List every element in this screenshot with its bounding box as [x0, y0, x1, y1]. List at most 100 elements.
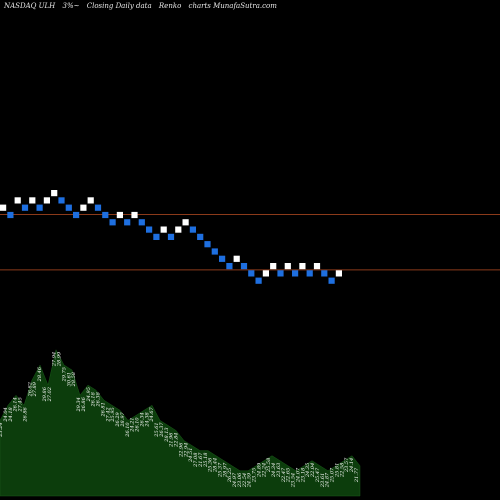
renko-brick-up: [335, 270, 342, 277]
renko-brick-down: [36, 204, 43, 211]
volume-label: 25.36: [208, 457, 214, 473]
chart-header: NASDAQ ULH 3%~ Closing Daily data Renko …: [4, 2, 282, 10]
volume-label: 27.42: [105, 407, 111, 422]
volume-label: 26.86: [81, 396, 87, 412]
renko-brick-up: [14, 197, 21, 204]
volume-fill: [0, 349, 361, 497]
volume-label: 22.58: [339, 463, 345, 478]
volume-label: 24.18: [8, 407, 14, 422]
volume-label: 26.10: [125, 422, 131, 438]
volume-label: 26.18: [91, 392, 97, 407]
volume-label: 27.94: [52, 352, 58, 367]
volume-label: 26.29: [115, 411, 121, 427]
volume-label: 23.24: [0, 422, 4, 437]
volume-label: 23.18: [300, 468, 306, 483]
renko-brick-up: [182, 219, 189, 226]
volume-label: 26.81: [100, 402, 106, 417]
renko-brick-up: [131, 211, 138, 219]
renko-brick-down: [321, 270, 328, 277]
volume-label: 25.47: [315, 467, 321, 483]
volume-label: 28.46: [37, 366, 43, 382]
volume-label: 27.89: [32, 381, 38, 397]
renko-brick-down: [146, 226, 153, 233]
renko-brick-up: [29, 197, 36, 204]
renko-brick-up: [0, 204, 7, 211]
renko-brick-down: [7, 211, 14, 219]
renko-brick-down: [240, 263, 248, 270]
chart-kind-label: Renko: [158, 2, 182, 10]
volume-label: 24.59: [247, 472, 253, 488]
renko-brick-up: [233, 255, 240, 262]
renko-brick-down: [102, 211, 109, 219]
volume-label: 29.34: [76, 397, 82, 412]
volume-label: 26.37: [159, 422, 165, 438]
volume-label: 25.95: [110, 407, 116, 422]
volume-label: 27.08: [193, 453, 199, 468]
volume-label: 24.95: [86, 387, 92, 402]
volume-label: 24.87: [325, 472, 331, 488]
renko-brick-up: [87, 197, 94, 204]
volume-label: 21.77: [354, 467, 360, 483]
volume-label: 24.51: [188, 448, 194, 463]
reference-lines: [0, 213, 500, 271]
volume-label: 30.61: [66, 372, 72, 386]
volume-label: 21.67: [198, 452, 204, 468]
volume-label: 22.04: [310, 463, 316, 478]
volume-label: 24.04: [3, 407, 9, 422]
caption-label: Closing Daily data: [86, 2, 152, 10]
renko-brick-down: [109, 219, 116, 226]
renko-brick-down: [73, 211, 80, 219]
renko-brick-up: [313, 263, 321, 270]
volume-label: 22.54: [242, 473, 248, 488]
volume-label: 26.10: [135, 417, 141, 433]
volume-label: 28.99: [57, 351, 63, 367]
volume-label: 23.75: [252, 468, 258, 483]
volume-label: 22.94: [183, 443, 189, 458]
renko-brick-down: [58, 197, 65, 204]
renko-brick-down: [328, 277, 335, 284]
renko-brick-down: [292, 270, 299, 277]
volume-label: 26.25: [227, 468, 233, 483]
change-label: 3%~: [62, 2, 80, 10]
renko-brick-down: [211, 248, 218, 255]
renko-brick-down: [226, 263, 233, 270]
volume-label: 25.58: [266, 458, 272, 473]
renko-brick-down: [138, 219, 145, 226]
renko-brick-up: [43, 197, 50, 204]
renko-brick-down: [197, 233, 204, 240]
volume-label: 28.97: [222, 462, 228, 478]
renko-brick-up: [284, 263, 291, 270]
volume-label: 24.97: [232, 472, 238, 488]
volume-label: 29.86: [42, 386, 48, 402]
volume-label: 26.82: [27, 382, 33, 397]
renko-brick-up: [80, 204, 87, 211]
volume-label: 23.06: [237, 472, 243, 488]
volume-label: 24.34: [271, 463, 277, 478]
volume-label: 27.45: [18, 397, 24, 412]
renko-brick-down: [219, 255, 226, 262]
renko-brick-down: [124, 219, 131, 226]
renko-brick-up: [160, 226, 167, 233]
renko-brick-down: [306, 270, 313, 277]
renko-brick-down: [21, 204, 29, 211]
volume-label: 23.63: [276, 463, 282, 478]
volume-label: 23.57: [344, 457, 350, 473]
volume-label: 22.96: [178, 442, 184, 458]
volume-label: 28.97: [120, 411, 126, 427]
renko-brick-down: [167, 233, 175, 240]
volume-label: 28.13: [164, 427, 170, 442]
volume-label: 25.18: [203, 453, 209, 468]
renko-brick-up: [116, 211, 123, 219]
volume-label: 22.24: [261, 463, 267, 478]
volume-label: 26.38: [96, 392, 102, 407]
volume-label: 27.02: [47, 387, 53, 402]
volume-label: 25.37: [218, 462, 224, 478]
volume-area: [0, 349, 361, 497]
volume-label: 24.89: [257, 462, 263, 478]
volume-label: 22.65: [286, 468, 292, 483]
volume-label: 22.84: [174, 433, 180, 448]
volume-label: 24.38: [144, 412, 150, 427]
renko-brick-up: [175, 226, 182, 233]
volume-label: 26.86: [22, 406, 28, 422]
